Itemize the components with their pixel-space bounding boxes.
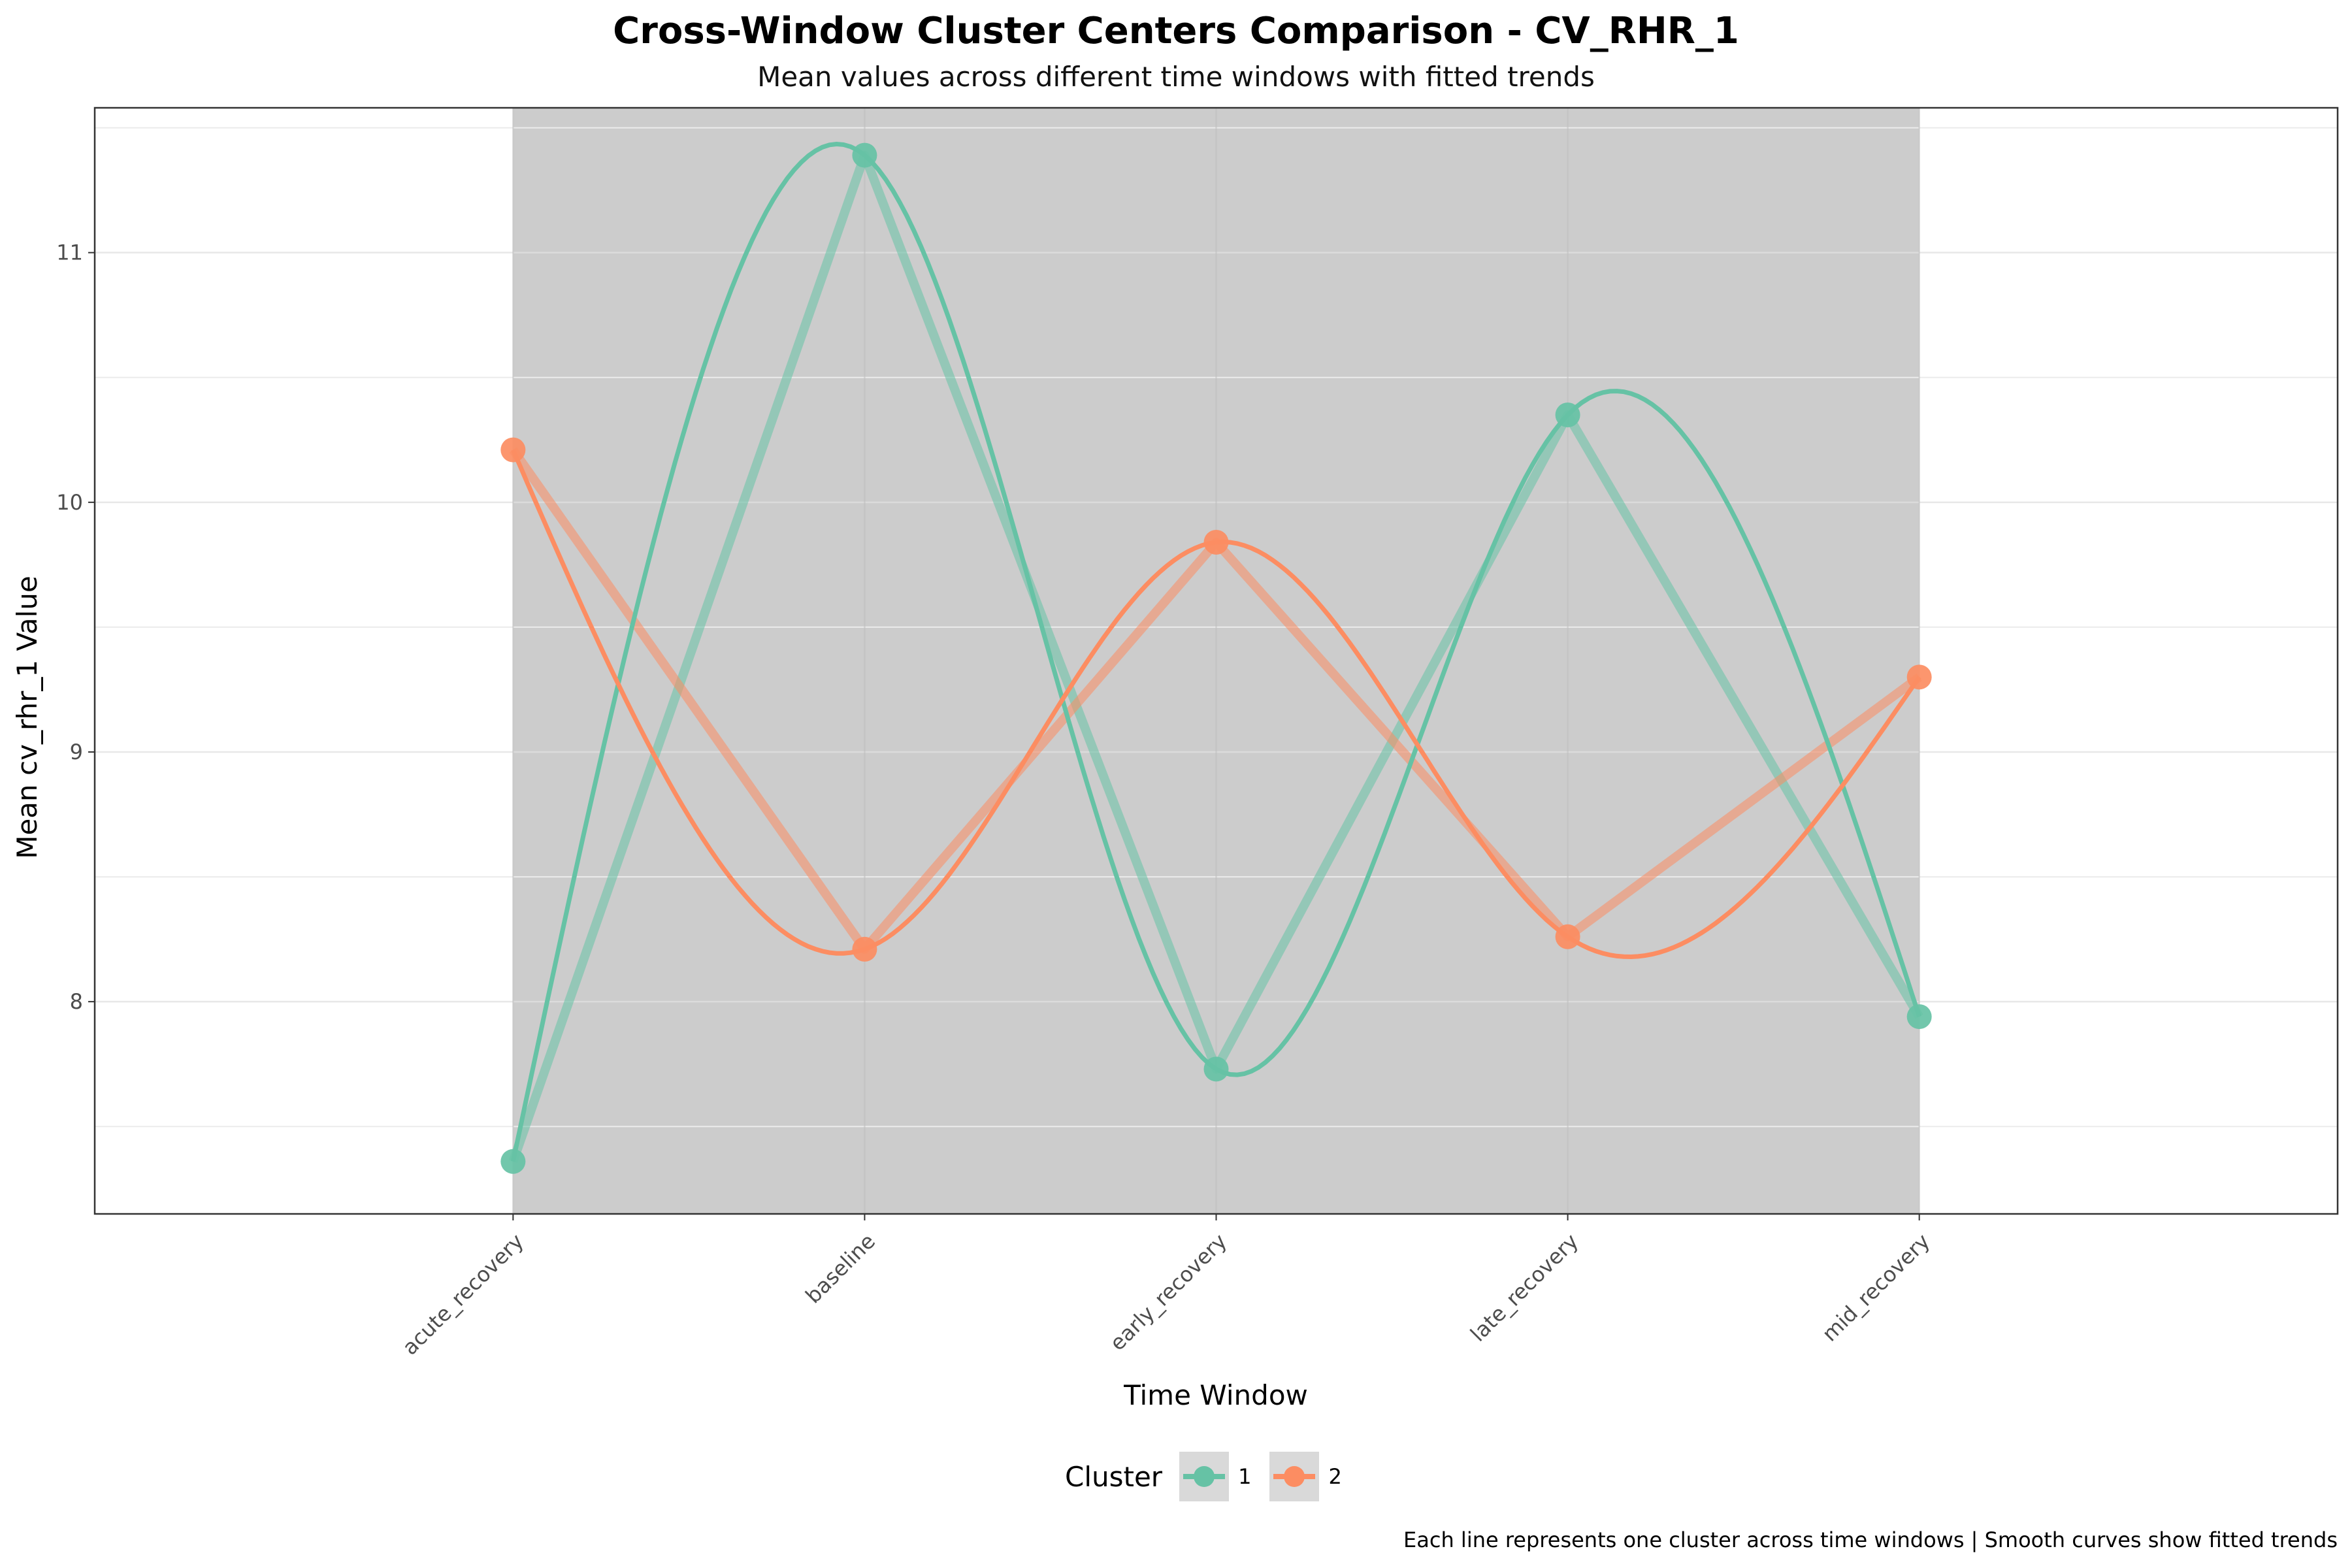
x-tick-label: late_recovery [1465, 1229, 1583, 1347]
legend-dot-swatch-1 [1194, 1466, 1215, 1487]
data-point-cluster-2 [1555, 924, 1580, 949]
y-axis-title: Mean cv_rhr_1 Value [11, 576, 43, 859]
chart-subtitle: Mean values across different time window… [757, 61, 1595, 93]
x-axis-title: Time Window [1123, 1379, 1308, 1411]
legend-dot-swatch-2 [1284, 1466, 1305, 1487]
panel-border [93, 106, 2339, 1215]
data-point-cluster-2 [500, 437, 526, 463]
legend-label-cluster-2: 2 [1328, 1464, 1342, 1489]
x-tick-label: mid_recovery [1817, 1229, 1935, 1347]
legend-label-cluster-1: 1 [1238, 1464, 1252, 1489]
legend-item-cluster-1: 1 [1179, 1452, 1264, 1501]
legend-title: Cluster [1065, 1460, 1163, 1493]
data-point-cluster-2 [1906, 664, 1932, 690]
x-tick-label: acute_recovery [397, 1229, 529, 1360]
y-tick-label: 9 [70, 740, 83, 764]
data-point-cluster-1 [1555, 402, 1580, 428]
data-point-cluster-1 [500, 1149, 526, 1174]
data-point-cluster-1 [1906, 1004, 1932, 1030]
data-point-cluster-1 [852, 142, 877, 168]
legend: Cluster 1 2 [1065, 1450, 1360, 1503]
x-tick-label: early_recovery [1105, 1229, 1232, 1356]
legend-item-cluster-2: 2 [1269, 1452, 1354, 1501]
data-point-cluster-2 [852, 936, 877, 962]
chart-title: Cross-Window Cluster Centers Comparison … [613, 10, 1739, 52]
y-tick-label: 10 [56, 490, 83, 515]
y-tick-label: 11 [56, 240, 83, 265]
data-point-cluster-2 [1203, 529, 1229, 555]
plot-area: 8 9 10 11 acute_recovery baseline early_recove… [56, 106, 2339, 1360]
chart-caption: Each line represents one cluster across … [1403, 1527, 2338, 1552]
legend-key-cluster-2 [1269, 1452, 1320, 1501]
x-tick-label: baseline [800, 1229, 880, 1309]
y-tick-label: 8 [70, 989, 83, 1014]
data-point-cluster-1 [1203, 1056, 1229, 1082]
legend-key-cluster-1 [1179, 1452, 1230, 1501]
